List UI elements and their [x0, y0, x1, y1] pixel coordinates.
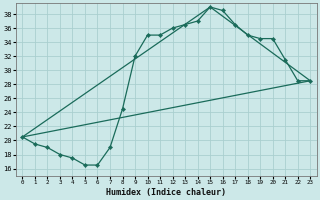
X-axis label: Humidex (Indice chaleur): Humidex (Indice chaleur) [106, 188, 226, 197]
